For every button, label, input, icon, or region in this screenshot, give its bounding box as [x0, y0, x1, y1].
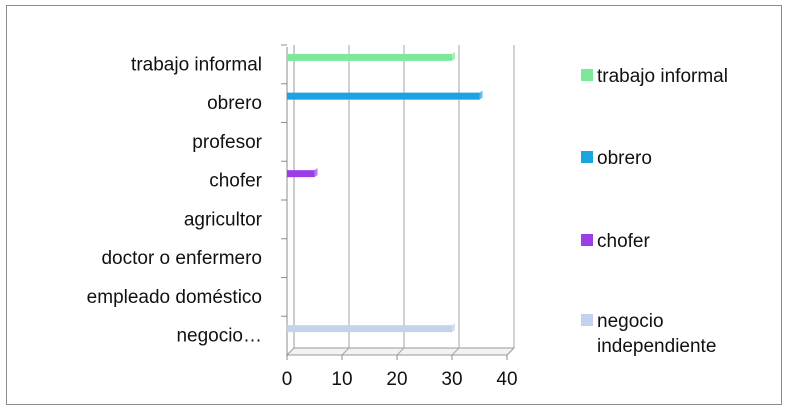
legend-swatch — [581, 151, 593, 163]
legend-swatch — [581, 314, 593, 326]
category-label: chofer — [209, 171, 262, 192]
bar — [287, 325, 452, 333]
x-tick-label: 40 — [496, 369, 517, 390]
category-label: doctor o enfermero — [101, 248, 262, 269]
chart-frame — [6, 5, 782, 405]
legend-swatch — [581, 69, 593, 81]
legend-swatch — [581, 234, 593, 246]
legend-label: trabajo informal — [597, 66, 728, 87]
gridline-floor — [506, 347, 515, 356]
category-label: profesor — [192, 132, 262, 153]
bar — [287, 92, 480, 100]
bar-side — [314, 168, 318, 178]
bar — [287, 53, 452, 61]
legend-label: chofer — [597, 231, 650, 252]
bar-side — [452, 51, 455, 61]
category-label: negocio… — [176, 326, 262, 347]
x-tick-label: 10 — [331, 369, 352, 390]
gridline-floor — [341, 347, 350, 356]
bar-side — [452, 323, 455, 333]
gridline-floor — [396, 347, 405, 356]
x-tick-label: 20 — [386, 369, 407, 390]
category-label: agricultor — [184, 209, 263, 230]
legend-label: negocio independiente — [597, 311, 716, 357]
legend-label: obrero — [597, 148, 652, 169]
x-tick-label: 0 — [282, 369, 293, 390]
bar — [287, 170, 315, 178]
gridline-floor — [451, 347, 460, 356]
bar-side — [479, 90, 483, 100]
x-tick-label: 30 — [441, 369, 462, 390]
category-label: trabajo informal — [131, 54, 262, 75]
category-label: obrero — [207, 93, 262, 114]
category-label: empleado doméstico — [87, 287, 262, 308]
